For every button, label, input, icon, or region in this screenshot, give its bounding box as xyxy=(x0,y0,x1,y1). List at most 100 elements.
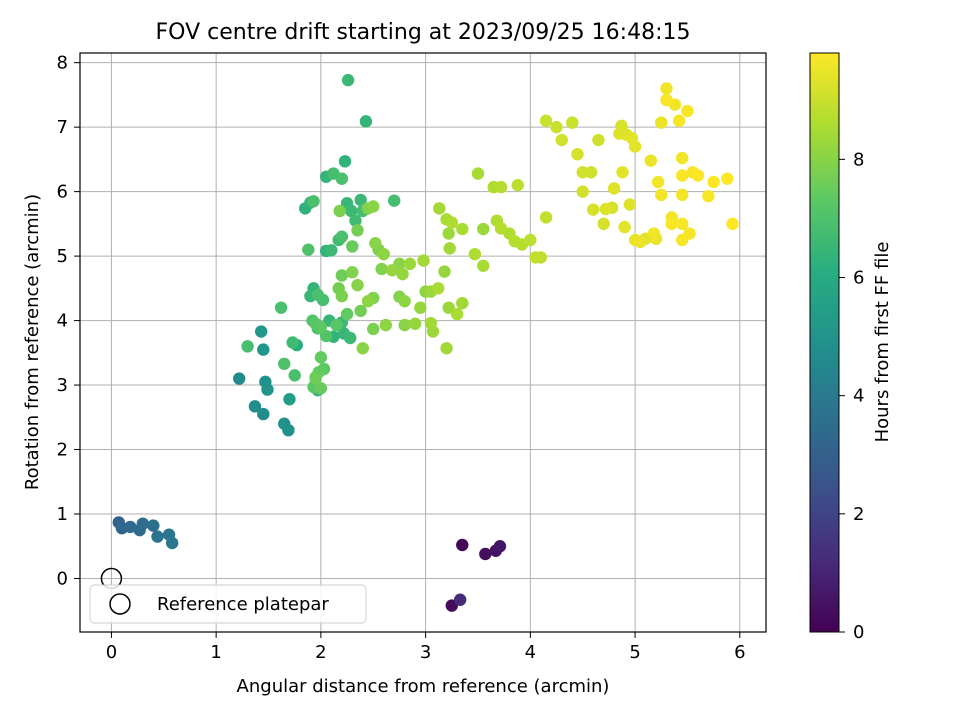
y-axis-label: Rotation from reference (arcmin) xyxy=(22,194,43,490)
data-point xyxy=(414,301,427,314)
x-tick-label: 3 xyxy=(420,642,431,663)
y-tick-label: 6 xyxy=(57,182,68,203)
legend: Reference platepar xyxy=(89,584,367,624)
colorbar-tick-label: 8 xyxy=(853,149,864,170)
data-point xyxy=(335,230,349,243)
data-point xyxy=(672,114,686,127)
x-tick-label: 5 xyxy=(629,642,640,663)
data-point xyxy=(494,180,508,194)
data-point xyxy=(651,175,665,189)
data-point xyxy=(702,189,715,203)
data-point xyxy=(241,340,254,353)
data-point xyxy=(445,216,459,229)
data-point xyxy=(424,316,438,330)
data-point xyxy=(644,154,657,167)
plot-frame xyxy=(79,52,767,633)
data-point xyxy=(369,237,382,250)
data-point xyxy=(539,114,553,127)
colorbar-gradient xyxy=(809,52,840,633)
x-axis-ticks: 0 1 2 3 4 5 6 xyxy=(106,632,746,663)
data-point xyxy=(616,166,629,179)
data-point xyxy=(377,247,390,261)
data-point xyxy=(257,407,270,421)
x-tick-label: 6 xyxy=(734,642,745,663)
data-point xyxy=(456,296,469,310)
data-point xyxy=(344,331,357,345)
y-tick-label: 0 xyxy=(57,568,68,589)
legend-marker-icon xyxy=(109,593,131,615)
data-point xyxy=(346,240,359,253)
data-point xyxy=(335,289,349,303)
legend-label: Reference platepar xyxy=(157,594,329,615)
data-point xyxy=(647,227,661,240)
data-point xyxy=(555,133,568,147)
data-point xyxy=(660,93,673,107)
data-point xyxy=(338,155,352,168)
data-point xyxy=(586,203,600,216)
data-point xyxy=(349,214,362,227)
colorbar-tick-label: 4 xyxy=(853,386,864,407)
data-point xyxy=(335,172,349,185)
data-point xyxy=(456,222,469,236)
data-point xyxy=(283,393,296,406)
data-point xyxy=(634,235,647,249)
data-point xyxy=(354,304,367,318)
data-point xyxy=(453,593,467,606)
data-point xyxy=(443,242,456,255)
data-point xyxy=(147,519,160,532)
data-point xyxy=(361,295,375,308)
colorbar-tick-label: 0 xyxy=(853,622,864,643)
data-point xyxy=(468,247,482,261)
data-point xyxy=(683,227,696,240)
data-point xyxy=(151,530,164,543)
data-point xyxy=(417,254,430,267)
data-point xyxy=(254,325,268,338)
data-point xyxy=(726,217,739,231)
data-point xyxy=(676,151,689,165)
data-point xyxy=(124,520,137,534)
data-point xyxy=(165,536,179,550)
data-point xyxy=(450,307,464,321)
data-point xyxy=(340,307,354,321)
data-point xyxy=(550,120,563,134)
x-tick-label: 4 xyxy=(525,642,536,663)
data-point xyxy=(607,182,621,195)
data-point xyxy=(286,336,299,349)
data-point xyxy=(511,178,524,192)
x-axis-label: Angular distance from reference (arcmin) xyxy=(237,676,610,697)
colorbar-label: Hours from first FF file xyxy=(872,242,893,443)
data-point xyxy=(576,185,589,198)
data-point xyxy=(314,320,328,334)
data-point xyxy=(566,116,579,129)
data-point xyxy=(655,116,668,129)
data-point xyxy=(379,318,393,332)
data-point xyxy=(257,343,270,356)
colorbar-ticks: 0 2 4 6 8 xyxy=(839,149,864,643)
data-point xyxy=(442,301,455,314)
data-point xyxy=(314,351,328,364)
data-point xyxy=(623,198,637,211)
data-point xyxy=(261,383,274,396)
y-tick-label: 2 xyxy=(57,440,68,461)
data-point xyxy=(479,547,492,561)
data-point xyxy=(367,200,380,213)
data-point xyxy=(431,282,445,295)
y-tick-label: 3 xyxy=(57,375,68,396)
data-point xyxy=(274,301,288,314)
data-point xyxy=(248,400,262,413)
data-point xyxy=(618,220,631,234)
y-tick-label: 8 xyxy=(57,53,68,74)
y-tick-label: 7 xyxy=(57,117,68,138)
data-point xyxy=(721,172,734,185)
data-point xyxy=(335,269,349,282)
data-point xyxy=(359,115,373,128)
data-point xyxy=(707,175,720,189)
data-point xyxy=(319,329,333,343)
data-point xyxy=(367,322,380,336)
data-point xyxy=(302,243,315,256)
data-point xyxy=(433,202,446,215)
data-point xyxy=(341,73,355,87)
data-point xyxy=(655,188,668,202)
data-point xyxy=(333,204,346,218)
chart-title: FOV centre drift starting at 2023/09/25 … xyxy=(156,20,691,45)
